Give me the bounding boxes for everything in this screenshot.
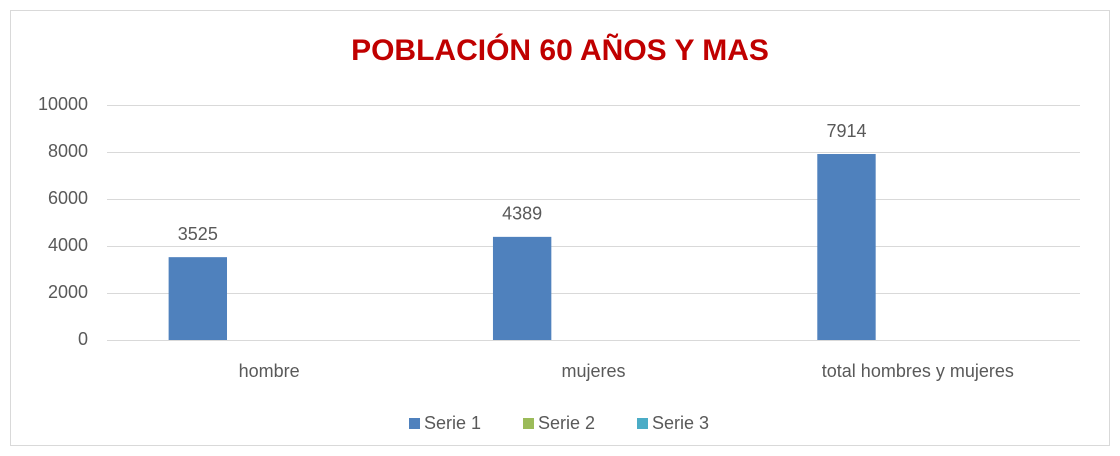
legend-label: Serie 2 xyxy=(538,413,595,433)
y-tick-label: 10000 xyxy=(38,94,88,114)
data-label: 3525 xyxy=(178,224,218,244)
data-label: 4389 xyxy=(502,204,542,224)
legend-swatch xyxy=(637,418,648,429)
chart-title: POBLACIÓN 60 AÑOS Y MAS xyxy=(351,33,769,67)
y-tick-label: 8000 xyxy=(48,141,88,161)
x-tick-label: mujeres xyxy=(561,361,625,381)
x-tick-label: total hombres y mujeres xyxy=(822,361,1014,381)
bar xyxy=(492,236,552,340)
y-tick-label: 4000 xyxy=(48,235,88,255)
legend-swatch xyxy=(409,418,420,429)
chart-border xyxy=(10,10,1110,446)
legend-swatch xyxy=(523,418,534,429)
y-tick-label: 0 xyxy=(78,329,88,349)
data-label: 7914 xyxy=(826,121,866,141)
x-tick-label: hombre xyxy=(239,361,300,381)
legend-label: Serie 1 xyxy=(424,413,481,433)
bar xyxy=(817,154,876,340)
y-tick-label: 2000 xyxy=(48,282,88,302)
legend-label: Serie 3 xyxy=(652,413,709,433)
bar xyxy=(168,257,228,340)
y-tick-label: 6000 xyxy=(48,188,88,208)
